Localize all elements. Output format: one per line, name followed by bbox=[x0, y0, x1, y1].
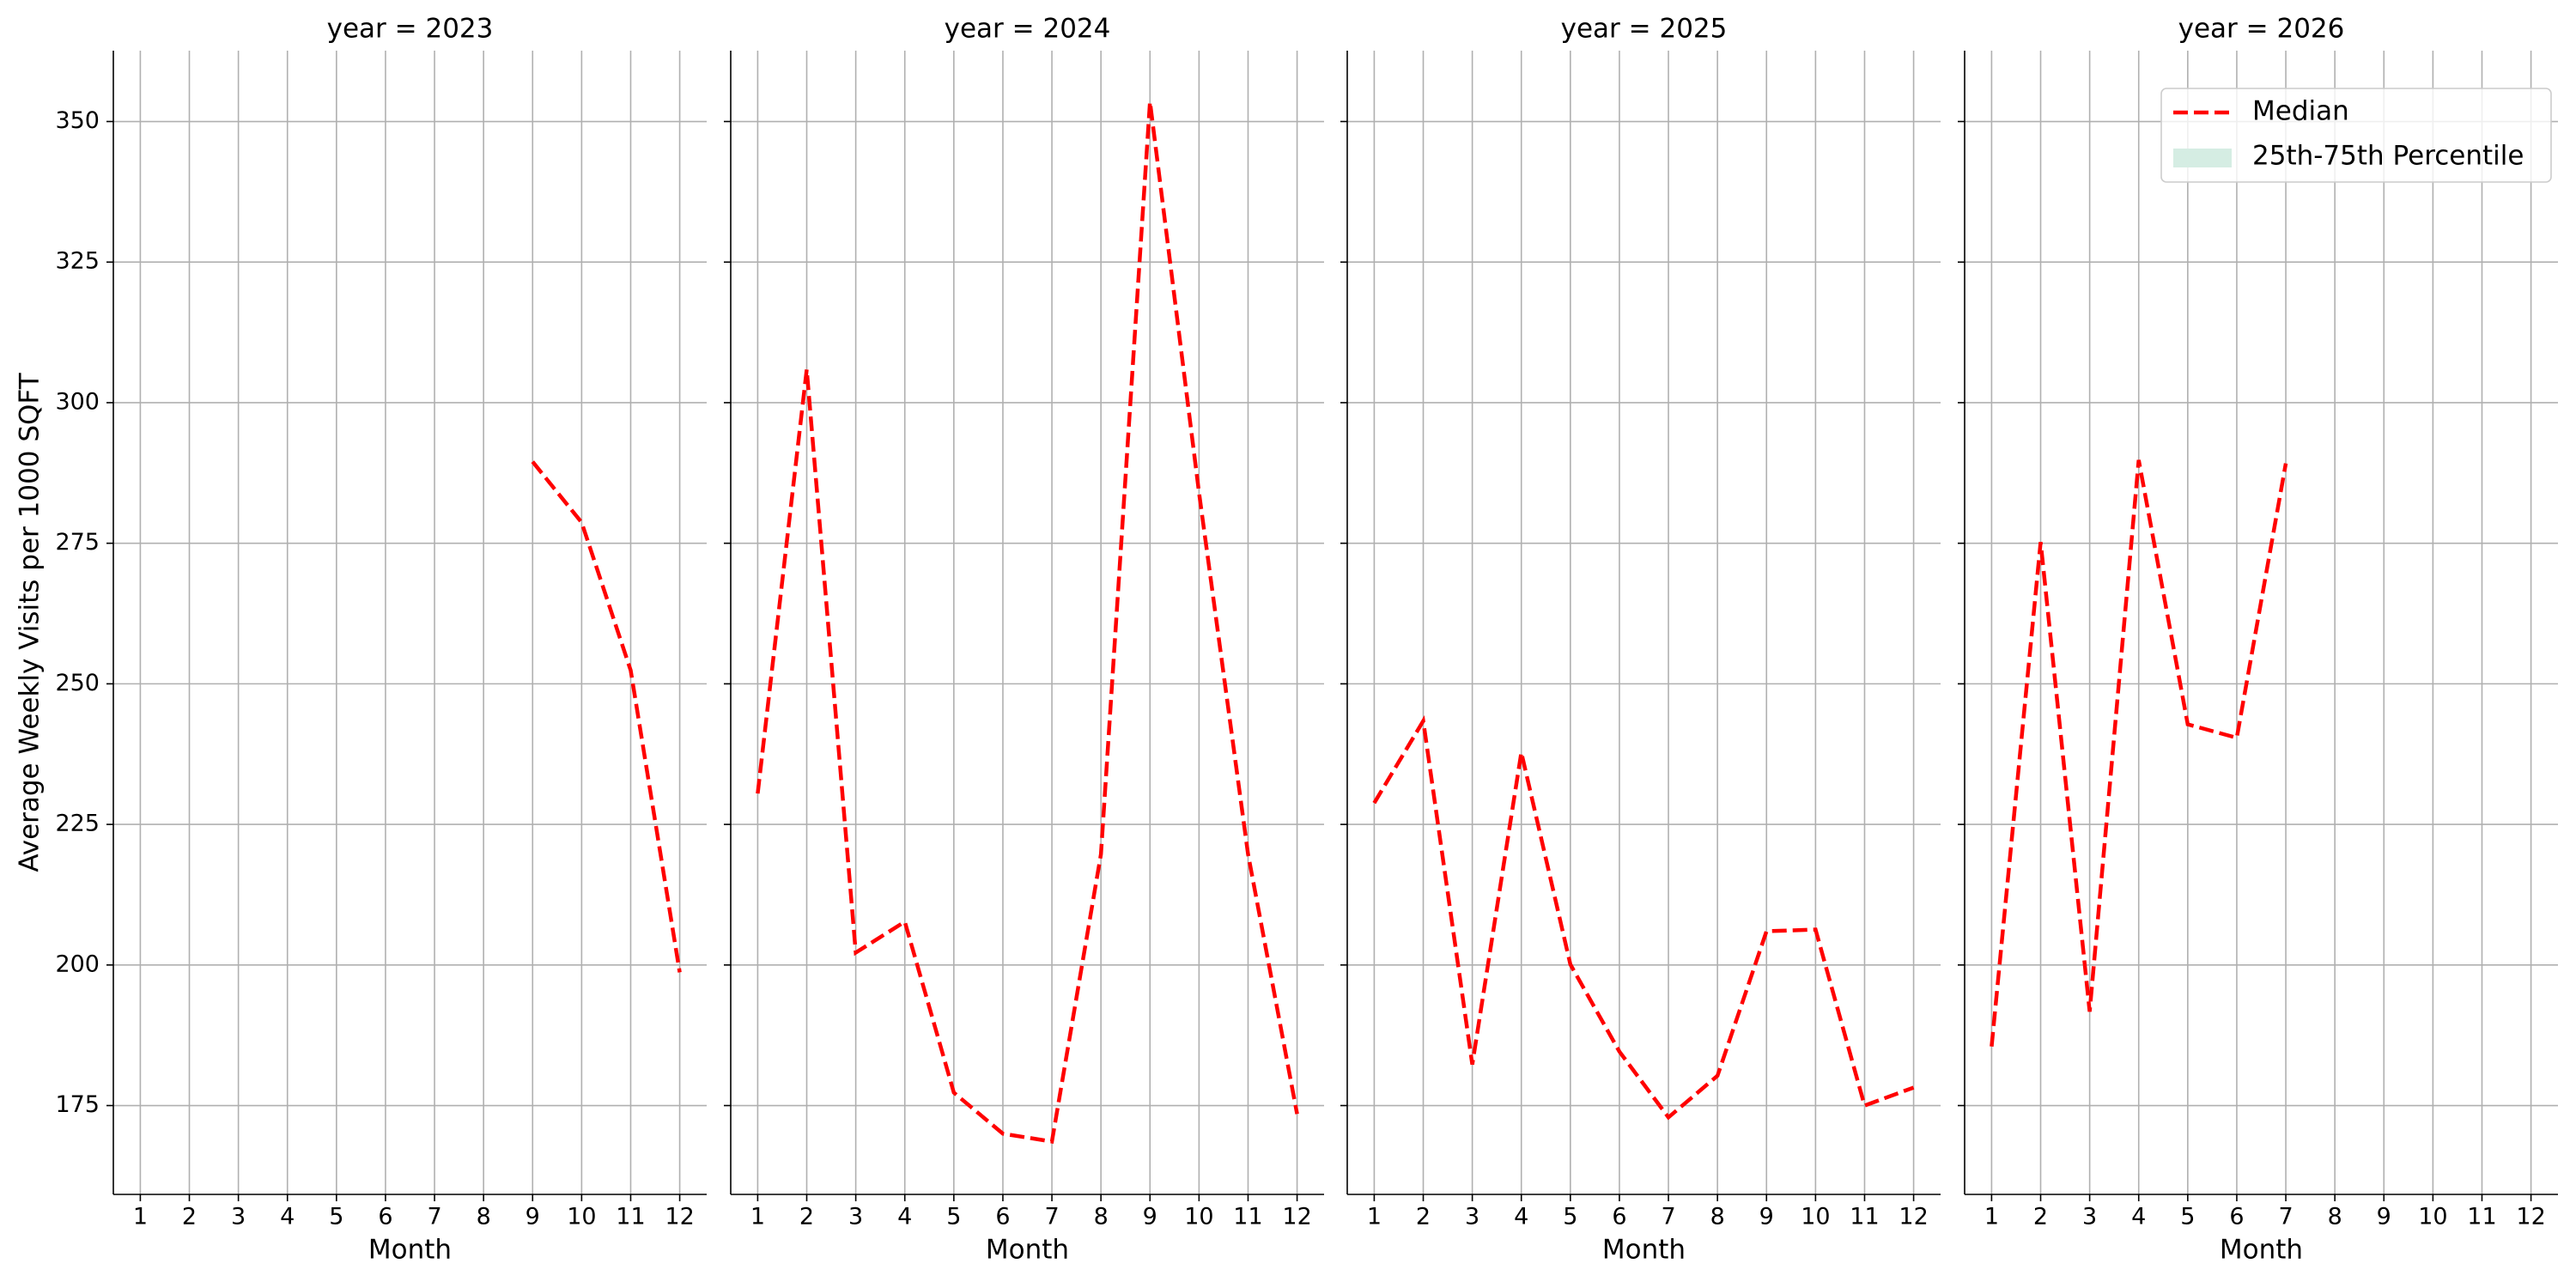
x-tick-label: 12 bbox=[1282, 1204, 1311, 1230]
x-axis-label: Month bbox=[368, 1235, 452, 1266]
y-tick-label: 200 bbox=[55, 951, 100, 977]
legend-label: 25th-75th Percentile bbox=[2252, 141, 2524, 172]
panel-title: year = 2023 bbox=[327, 14, 494, 45]
x-tick-label: 7 bbox=[1661, 1204, 1675, 1230]
x-tick-label: 1 bbox=[133, 1204, 148, 1230]
y-tick-label: 275 bbox=[55, 529, 100, 556]
x-tick-label: 7 bbox=[1044, 1204, 1059, 1230]
x-tick-label: 4 bbox=[897, 1204, 912, 1230]
x-tick-label: 9 bbox=[1143, 1204, 1157, 1230]
x-tick-label: 8 bbox=[1710, 1204, 1725, 1230]
x-tick-label: 2 bbox=[799, 1204, 814, 1230]
x-axis-label: Month bbox=[986, 1235, 1069, 1266]
x-axis-label: Month bbox=[2220, 1235, 2303, 1266]
y-tick-label: 325 bbox=[55, 248, 100, 275]
panel-title: year = 2026 bbox=[2178, 14, 2345, 45]
x-tick-label: 2 bbox=[182, 1204, 197, 1230]
x-tick-label: 3 bbox=[848, 1204, 863, 1230]
legend: Median 25th-75th Percentile bbox=[2160, 88, 2552, 183]
x-tick-label: 3 bbox=[1465, 1204, 1479, 1230]
x-tick-label: 1 bbox=[750, 1204, 765, 1230]
x-axis-label: Month bbox=[1602, 1235, 1686, 1266]
x-tick-label: 5 bbox=[2180, 1204, 2195, 1230]
x-tick-label: 6 bbox=[1612, 1204, 1626, 1230]
x-tick-label: 4 bbox=[280, 1204, 295, 1230]
x-tick-label: 5 bbox=[1563, 1204, 1577, 1230]
x-tick-label: 4 bbox=[1514, 1204, 1528, 1230]
x-tick-label: 7 bbox=[427, 1204, 441, 1230]
x-tick-label: 8 bbox=[2328, 1204, 2342, 1230]
y-axis-label: Average Weekly Visits per 1000 SQFT bbox=[15, 372, 46, 872]
x-tick-label: 1 bbox=[1367, 1204, 1382, 1230]
legend-swatch bbox=[2173, 149, 2232, 167]
median-line bbox=[531, 460, 682, 973]
x-tick-label: 9 bbox=[2377, 1204, 2391, 1230]
y-tick-label: 175 bbox=[55, 1091, 100, 1118]
x-tick-label: 6 bbox=[378, 1204, 392, 1230]
x-tick-label: 2 bbox=[2033, 1204, 2048, 1230]
x-tick-label: 3 bbox=[2082, 1204, 2097, 1230]
x-tick-label: 10 bbox=[2418, 1204, 2447, 1230]
x-tick-label: 4 bbox=[2131, 1204, 2146, 1230]
median-line bbox=[756, 101, 1299, 1145]
x-tick-label: 11 bbox=[1850, 1204, 1879, 1230]
x-tick-label: 10 bbox=[567, 1204, 596, 1230]
x-tick-label: 12 bbox=[665, 1204, 694, 1230]
panel-title: year = 2025 bbox=[1561, 14, 1728, 45]
y-tick-label: 300 bbox=[55, 388, 100, 415]
x-tick-label: 2 bbox=[1416, 1204, 1431, 1230]
legend-box bbox=[2160, 88, 2552, 183]
x-tick-label: 1 bbox=[1984, 1204, 1999, 1230]
x-tick-label: 11 bbox=[2467, 1204, 2496, 1230]
x-tick-label: 5 bbox=[946, 1204, 961, 1230]
x-tick-label: 12 bbox=[2516, 1204, 2545, 1230]
x-tick-label: 8 bbox=[477, 1204, 491, 1230]
x-tick-label: 10 bbox=[1184, 1204, 1213, 1230]
x-tick-label: 11 bbox=[1233, 1204, 1262, 1230]
x-tick-label: 7 bbox=[2278, 1204, 2293, 1230]
y-tick-label: 350 bbox=[55, 107, 100, 134]
median-line bbox=[1372, 714, 1915, 1121]
legend-label: Median bbox=[2252, 96, 2349, 127]
median-line bbox=[1990, 459, 2288, 1047]
x-tick-label: 6 bbox=[2229, 1204, 2244, 1230]
y-tick-label: 250 bbox=[55, 670, 100, 696]
x-tick-label: 6 bbox=[995, 1204, 1010, 1230]
x-tick-label: 5 bbox=[329, 1204, 343, 1230]
x-tick-label: 8 bbox=[1094, 1204, 1109, 1230]
x-tick-label: 12 bbox=[1899, 1204, 1928, 1230]
x-tick-label: 10 bbox=[1801, 1204, 1830, 1230]
x-tick-label: 9 bbox=[1759, 1204, 1774, 1230]
y-tick-label: 225 bbox=[55, 811, 100, 837]
x-tick-label: 9 bbox=[526, 1204, 540, 1230]
x-tick-label: 3 bbox=[231, 1204, 246, 1230]
panel-title: year = 2024 bbox=[945, 14, 1111, 45]
x-tick-label: 11 bbox=[616, 1204, 645, 1230]
